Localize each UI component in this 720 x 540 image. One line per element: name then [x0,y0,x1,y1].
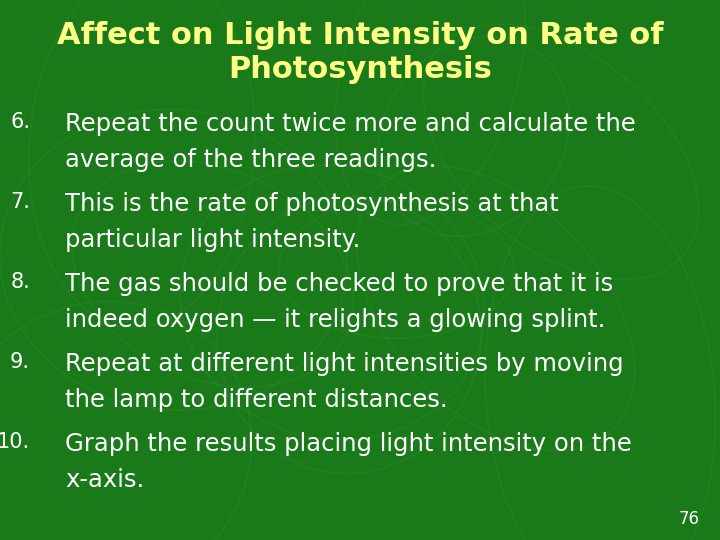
Text: particular light intensity.: particular light intensity. [65,228,361,252]
Text: the lamp to different distances.: the lamp to different distances. [65,388,448,412]
Text: Repeat the count twice more and calculate the: Repeat the count twice more and calculat… [65,112,636,136]
Text: 6.: 6. [10,112,30,132]
Text: Photosynthesis: Photosynthesis [228,56,492,84]
Text: 76: 76 [679,510,700,528]
Text: 7.: 7. [10,192,30,212]
Text: The gas should be checked to prove that it is: The gas should be checked to prove that … [65,272,613,296]
Text: average of the three readings.: average of the three readings. [65,148,436,172]
Text: indeed oxygen — it relights a glowing splint.: indeed oxygen — it relights a glowing sp… [65,308,606,332]
Text: x-axis.: x-axis. [65,468,144,492]
Text: This is the rate of photosynthesis at that: This is the rate of photosynthesis at th… [65,192,559,216]
Text: Graph the results placing light intensity on the: Graph the results placing light intensit… [65,432,631,456]
Text: 10.: 10. [0,432,30,452]
Text: Affect on Light Intensity on Rate of: Affect on Light Intensity on Rate of [57,21,663,50]
Text: Repeat at different light intensities by moving: Repeat at different light intensities by… [65,352,624,376]
Text: 8.: 8. [10,272,30,292]
Text: 9.: 9. [10,352,30,372]
